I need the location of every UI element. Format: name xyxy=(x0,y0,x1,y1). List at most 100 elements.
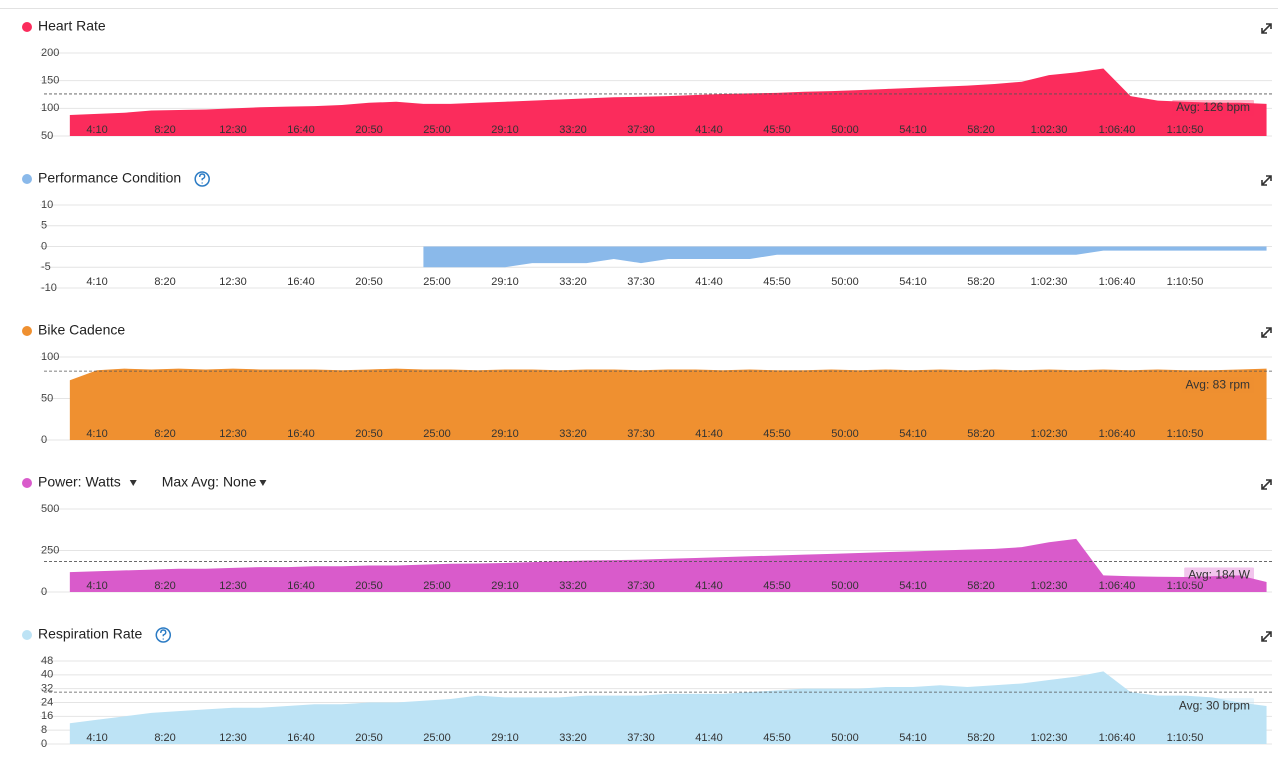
legend-dot xyxy=(22,22,32,32)
x-tick-label: 16:40 xyxy=(287,428,315,440)
x-tick-label: 29:10 xyxy=(491,732,519,744)
x-tick-label: 1:06:40 xyxy=(1099,732,1136,744)
y-tick-label: -5 xyxy=(41,261,51,273)
chart-panel: Performance Condition -10 -5 0 5 10 4:10 8:20 12… xyxy=(22,170,1272,294)
x-tick-label: 20:50 xyxy=(355,732,383,744)
chart-title: Respiration Rate xyxy=(38,626,142,642)
y-tick-label: -10 xyxy=(41,282,57,294)
average-label: Avg: 126 bpm xyxy=(1176,100,1250,114)
x-tick-label: 41:40 xyxy=(695,732,723,744)
x-tick-label: 25:00 xyxy=(423,732,451,744)
x-tick-label: 16:40 xyxy=(287,276,315,288)
x-tick-label: 1:02:30 xyxy=(1031,276,1068,288)
x-tick-label: 8:20 xyxy=(154,124,175,136)
average-label: Avg: 30 brpm xyxy=(1179,698,1250,712)
expand-icon[interactable] xyxy=(1261,479,1272,490)
max-avg-dropdown[interactable]: Max Avg: None xyxy=(162,474,257,490)
x-tick-label: 12:30 xyxy=(219,276,247,288)
x-tick-label: 58:20 xyxy=(967,428,995,440)
x-tick-label: 16:40 xyxy=(287,580,315,592)
x-tick-label: 58:20 xyxy=(967,124,995,136)
x-tick-label: 1:06:40 xyxy=(1099,276,1136,288)
x-tick-label: 1:10:50 xyxy=(1167,428,1204,440)
x-tick-label: 50:00 xyxy=(831,580,859,592)
area xyxy=(69,368,1267,440)
chart-panel: Heart Rate 50 100 150 200 4:10 8:20 12:30 16:40 2… xyxy=(22,18,1272,142)
area xyxy=(423,246,1267,268)
average-label-bg xyxy=(1174,698,1254,715)
y-tick-label: 32 xyxy=(41,683,53,695)
average-label-bg xyxy=(1172,99,1254,116)
chart-title: Performance Condition xyxy=(38,170,181,186)
x-tick-label: 1:10:50 xyxy=(1167,732,1204,744)
x-tick-label: 45:50 xyxy=(763,124,791,136)
y-tick-label: 50 xyxy=(41,130,53,142)
y-tick-label: 40 xyxy=(41,669,53,681)
x-tick-label: 29:10 xyxy=(491,276,519,288)
y-tick-label: 48 xyxy=(41,655,53,667)
y-tick-label: 24 xyxy=(41,696,53,708)
x-tick-label: 58:20 xyxy=(967,732,995,744)
x-tick-label: 45:50 xyxy=(763,276,791,288)
x-tick-label: 1:02:30 xyxy=(1031,124,1068,136)
expand-icon[interactable] xyxy=(1261,327,1272,338)
chart-panel: Bike Cadence 0 50 100 4:10 8:20 12:30 16:40 20:5… xyxy=(22,322,1272,446)
x-tick-label: 12:30 xyxy=(219,124,247,136)
x-tick-label: 37:30 xyxy=(627,124,655,136)
x-tick-label: 12:30 xyxy=(219,580,247,592)
help-icon[interactable] xyxy=(155,627,172,643)
x-tick-label: 1:10:50 xyxy=(1167,580,1204,592)
x-tick-label: 58:20 xyxy=(967,580,995,592)
help-mark xyxy=(198,173,206,184)
x-tick-label: 12:30 xyxy=(219,428,247,440)
y-tick-label: 16 xyxy=(41,710,53,722)
y-tick-label: 0 xyxy=(41,434,47,446)
x-tick-label: 45:50 xyxy=(763,580,791,592)
x-tick-label: 1:06:40 xyxy=(1099,428,1136,440)
x-tick-label: 1:10:50 xyxy=(1167,124,1204,136)
average-label-bg xyxy=(1181,377,1254,394)
x-tick-label: 54:10 xyxy=(899,428,927,440)
average-label: Avg: 184 W xyxy=(1188,568,1250,582)
area xyxy=(69,671,1267,744)
chart-title: Heart Rate xyxy=(38,18,106,34)
x-tick-label: 4:10 xyxy=(86,428,107,440)
x-tick-label: 20:50 xyxy=(355,124,383,136)
help-icon[interactable] xyxy=(194,171,210,187)
x-tick-label: 50:00 xyxy=(831,732,859,744)
x-tick-label: 16:40 xyxy=(287,124,315,136)
y-tick-label: 0 xyxy=(41,586,47,598)
y-tick-label: 250 xyxy=(41,544,59,556)
x-tick-label: 33:20 xyxy=(559,580,587,592)
x-tick-label: 29:10 xyxy=(491,580,519,592)
chart-title: Bike Cadence xyxy=(38,322,125,338)
dropdown-arrow[interactable] xyxy=(259,480,267,486)
y-tick-label: 500 xyxy=(41,503,59,515)
x-tick-label: 4:10 xyxy=(86,580,107,592)
y-tick-label: 8 xyxy=(41,724,47,736)
x-tick-label: 54:10 xyxy=(899,732,927,744)
x-tick-label: 25:00 xyxy=(423,580,451,592)
x-tick-label: 1:06:40 xyxy=(1099,124,1136,136)
dropdown-arrow[interactable] xyxy=(129,480,137,486)
y-tick-label: 0 xyxy=(41,240,47,252)
y-tick-label: 100 xyxy=(41,351,59,363)
average-label: Avg: 83 rpm xyxy=(1186,377,1250,391)
expand-icon[interactable] xyxy=(1261,631,1272,642)
x-tick-label: 1:02:30 xyxy=(1031,428,1068,440)
y-tick-label: 0 xyxy=(41,738,47,750)
y-tick-label: 200 xyxy=(41,47,59,59)
chart-panel: Power: Watts Max Avg: None 0 250 500 4:10 8:20… xyxy=(22,474,1272,598)
x-tick-label: 50:00 xyxy=(831,276,859,288)
x-tick-label: 4:10 xyxy=(86,732,107,744)
expand-icon[interactable] xyxy=(1261,175,1272,186)
x-tick-label: 1:10:50 xyxy=(1167,276,1204,288)
x-tick-label: 37:30 xyxy=(627,580,655,592)
x-tick-label: 33:20 xyxy=(559,428,587,440)
x-tick-label: 20:50 xyxy=(355,428,383,440)
expand-icon[interactable] xyxy=(1261,23,1272,34)
legend-dot xyxy=(22,174,32,184)
y-tick-label: 150 xyxy=(41,75,59,87)
x-tick-label: 20:50 xyxy=(355,580,383,592)
